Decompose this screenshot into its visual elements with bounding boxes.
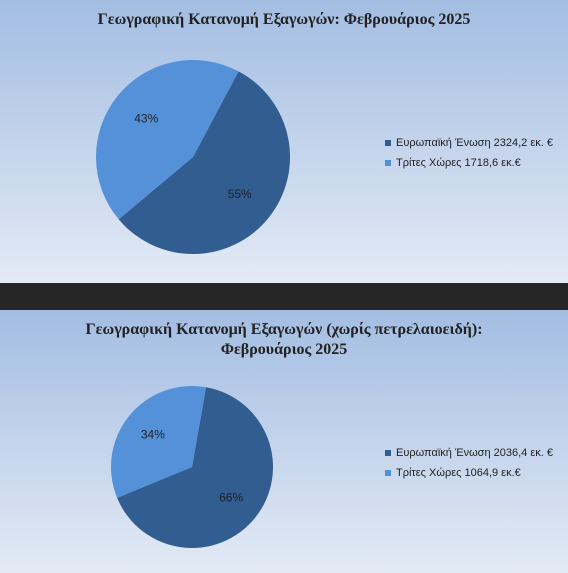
legend-swatch [385,160,391,166]
legend-label: Ευρωπαϊκή Ένωση 2324,2 εκ. € [396,137,553,149]
separator [0,283,568,310]
chart: 66% Ευρωπαϊκή Ένωση 2036,4 εκ. € 34% Τρίτες… [111,386,553,548]
data-label: 66% [219,491,243,505]
pie-slice [111,386,207,498]
data-label: 43% [134,111,158,125]
legend-label: Ευρωπαϊκή Ένωση 2036,4 εκ. € [396,447,553,459]
pie-slice [117,387,273,548]
chart-panel: Γεωγραφική Κατανομή Εξαγωγών: Φεβρουάριο… [0,0,568,283]
chart: 55% Ευρωπαϊκή Ένωση 2324,2 εκ. € 43% Τρίτες… [95,59,553,254]
chart-title: Γεωγραφική Κατανομή Εξαγωγών (χωρίς πετρ… [85,321,483,358]
legend-label: Τρίτες Χώρες 1718,6 εκ.€ [396,157,521,169]
pie-slice [95,59,239,220]
legend-swatch [385,450,391,456]
chart-panel: Γεωγραφική Κατανομή Εξαγωγών (χωρίς πετρ… [0,310,568,573]
legend-swatch [385,470,391,476]
legend-label: Τρίτες Χώρες 1064,9 εκ.€ [396,467,521,479]
chart-title: Γεωγραφική Κατανομή Εξαγωγών: Φεβρουάριο… [97,11,471,28]
data-label: 34% [141,428,165,442]
pie-slice [118,71,290,254]
legend-swatch [385,140,391,146]
data-label: 55% [228,187,252,201]
